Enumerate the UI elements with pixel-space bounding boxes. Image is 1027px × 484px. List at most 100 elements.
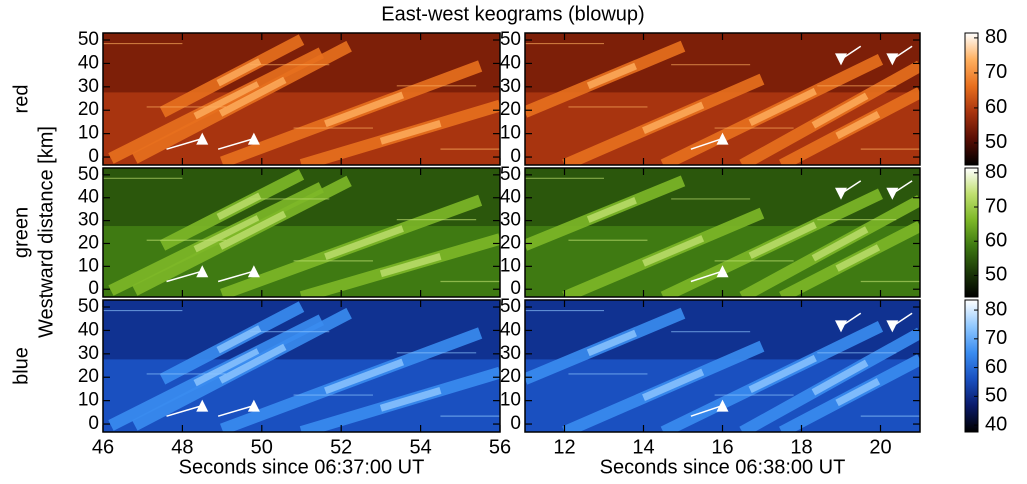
- arrow-head: [886, 320, 899, 333]
- colorbar-tick-label: 60: [985, 230, 1007, 252]
- aurora-stripe-core: [748, 354, 817, 393]
- y-tick-label: 0: [510, 413, 521, 434]
- aurora-stripe-core: [324, 225, 404, 261]
- x-axis-label: Seconds since 06:37:00 UT: [179, 456, 425, 478]
- arrow: [217, 404, 255, 417]
- aurora-stripe-core: [379, 253, 442, 278]
- y-axis-label: Westward distance [km]: [35, 126, 57, 338]
- y-tick-label: 40: [78, 319, 99, 340]
- colorbar: [964, 32, 979, 166]
- y-tick-label: 0: [88, 146, 99, 167]
- aurora-stripe-core: [586, 329, 637, 357]
- arrow-head: [835, 320, 847, 333]
- aurora-stripe-core: [218, 343, 287, 384]
- colorbar-tick-label: 80: [985, 161, 1007, 183]
- x-tick-label: 50: [251, 436, 273, 458]
- y-tick-label: 10: [500, 390, 521, 411]
- y-tick-label: 20: [500, 232, 521, 253]
- x-tick-label: 16: [711, 436, 733, 458]
- arrow-head: [196, 265, 209, 278]
- colorbar-tick-label: 60: [985, 356, 1007, 378]
- aurora-stripe-core: [586, 197, 637, 223]
- aurora-stripe-core: [835, 244, 881, 272]
- row-label: green: [10, 207, 32, 258]
- x-tick-label: 20: [869, 436, 891, 458]
- x-tick-label: 52: [330, 436, 352, 458]
- aurora-stripe-core: [324, 358, 404, 395]
- arrow: [690, 137, 723, 150]
- colorbar-tick-label: 80: [985, 26, 1007, 48]
- y-tick-label: 0: [88, 278, 99, 299]
- colorbar-tick-label: 50: [985, 264, 1007, 286]
- keogram-image: [103, 168, 500, 297]
- panel-frame: [102, 32, 501, 166]
- keogram-image: [103, 33, 500, 165]
- aurora-stripe-core: [193, 81, 260, 120]
- panel-frame: [102, 299, 501, 433]
- colorbar: [964, 299, 979, 433]
- y-tick-label: 0: [510, 278, 521, 299]
- y-tick-label: 10: [500, 255, 521, 276]
- colorbar-tick-label: 40: [985, 413, 1007, 435]
- aurora-stripe-core: [642, 235, 705, 267]
- aurora-stripe-core: [379, 120, 442, 145]
- y-tick-label: 10: [78, 255, 99, 276]
- arrow-head: [196, 132, 209, 145]
- aurora-stripe-core: [811, 92, 869, 129]
- keogram-image: [525, 168, 920, 297]
- colorbar-tick-label: 50: [985, 131, 1007, 153]
- aurora-stripe-core: [811, 226, 869, 262]
- arrow: [217, 270, 255, 283]
- aurora-stripe-core: [642, 368, 705, 401]
- y-tick-label: 30: [500, 76, 521, 97]
- x-tick-label: 12: [553, 436, 575, 458]
- y-tick-label: 20: [78, 99, 99, 120]
- y-tick-label: 20: [500, 99, 521, 120]
- aurora-stripe-core: [218, 76, 287, 117]
- aurora-stripe-core: [218, 210, 287, 250]
- y-tick-label: 20: [78, 366, 99, 387]
- y-tick-label: 30: [500, 210, 521, 231]
- arrow: [690, 404, 723, 417]
- arrow-head: [835, 53, 847, 66]
- figure-title: East-west keograms (blowup): [381, 3, 644, 25]
- colorbar-tick-label: 70: [985, 327, 1007, 349]
- y-tick-label: 50: [78, 296, 99, 317]
- arrow: [217, 137, 255, 150]
- y-tick-label: 30: [500, 343, 521, 364]
- keogram-image: [525, 33, 920, 165]
- aurora-stripe-core: [811, 359, 869, 396]
- arrow-head: [716, 265, 729, 278]
- y-tick-label: 30: [78, 343, 99, 364]
- y-tick-label: 40: [500, 319, 521, 340]
- aurora-stripe-core: [642, 101, 705, 134]
- arrow: [166, 137, 203, 150]
- colorbar: [964, 167, 979, 298]
- arrow-head: [835, 187, 847, 200]
- arrow: [166, 270, 203, 283]
- x-tick-label: 14: [632, 436, 654, 458]
- y-tick-label: 10: [500, 123, 521, 144]
- x-axis-label: Seconds since 06:38:00 UT: [600, 456, 846, 478]
- aurora-stripe-core: [748, 87, 817, 126]
- x-tick-label: 18: [790, 436, 812, 458]
- y-tick-label: 50: [78, 29, 99, 50]
- aurora-stripe-core: [193, 348, 260, 387]
- x-tick-label: 48: [171, 436, 193, 458]
- y-tick-label: 50: [78, 164, 99, 185]
- x-tick-label: 56: [489, 436, 511, 458]
- y-tick-label: 50: [500, 164, 521, 185]
- row-label: red: [10, 85, 32, 114]
- y-tick-label: 40: [500, 52, 521, 73]
- y-tick-label: 20: [78, 232, 99, 253]
- aurora-stripe-core: [835, 378, 881, 407]
- arrow-head: [247, 265, 260, 278]
- y-tick-label: 40: [78, 52, 99, 73]
- y-tick-label: 0: [88, 413, 99, 434]
- arrow-head: [886, 53, 899, 66]
- y-tick-label: 30: [78, 210, 99, 231]
- arrow-head: [886, 187, 899, 200]
- arrow-head: [247, 399, 260, 412]
- arrow-head: [196, 399, 209, 412]
